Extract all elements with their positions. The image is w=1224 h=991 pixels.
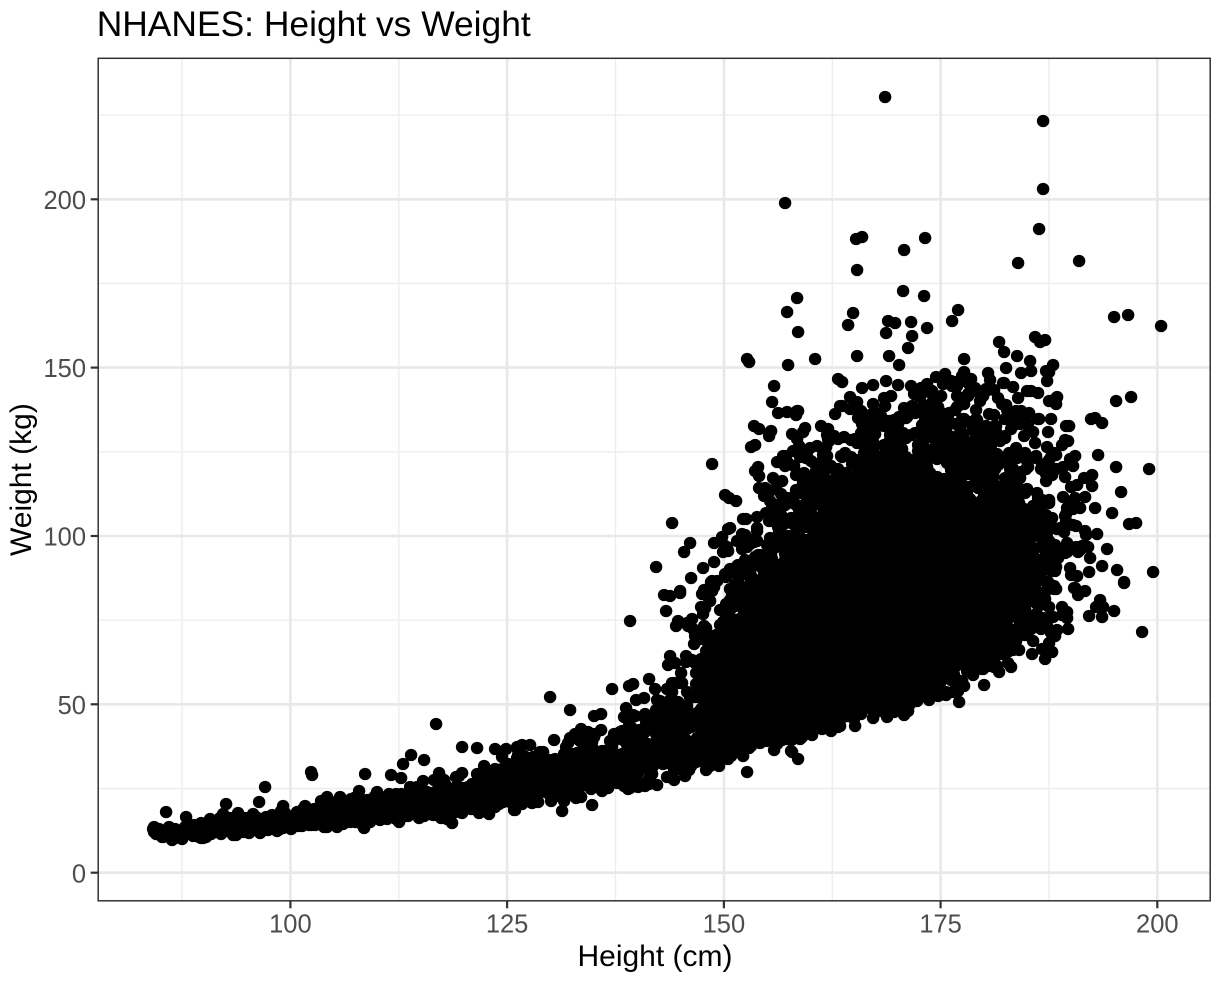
svg-text:Height (cm): Height (cm) (577, 940, 732, 973)
svg-text:175: 175 (919, 911, 962, 939)
svg-text:Weight (kg): Weight (kg) (5, 403, 38, 556)
svg-text:50: 50 (58, 692, 86, 720)
svg-text:100: 100 (269, 911, 312, 939)
svg-text:200: 200 (1136, 911, 1179, 939)
svg-text:100: 100 (43, 524, 86, 552)
svg-text:NHANES: Height vs Weight: NHANES: Height vs Weight (97, 4, 531, 44)
svg-text:125: 125 (486, 911, 529, 939)
svg-text:0: 0 (72, 860, 86, 888)
svg-text:200: 200 (43, 187, 86, 215)
svg-text:150: 150 (43, 355, 86, 383)
svg-text:150: 150 (703, 911, 746, 939)
